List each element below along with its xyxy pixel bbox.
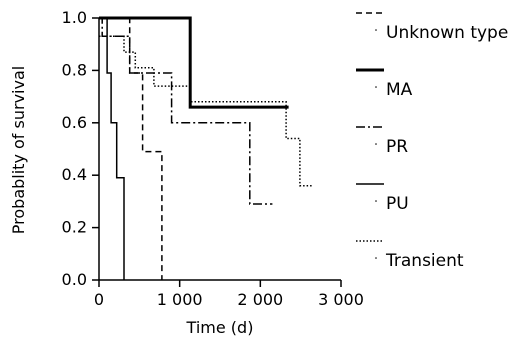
x-tick-label: 0: [94, 290, 104, 309]
series-lines: [99, 16, 314, 280]
x-tick-label: 1 000: [157, 290, 203, 309]
x-tick-label: 3 000: [318, 290, 364, 309]
legend-marker-dot: [375, 143, 377, 145]
ticks: 0.0 0.2 0.4 0.6 0.8 1.0 0 1 000 2 000 3 000: [62, 8, 364, 309]
legend-label-pu: PU: [386, 194, 409, 214]
legend-marker-dot: [375, 29, 377, 31]
legend-label-ma: MA: [386, 80, 413, 100]
series-transient: [99, 35, 314, 187]
legend: Unknown type MA PR PU Transient: [356, 12, 508, 271]
x-axis-title: Time (d): [186, 318, 254, 337]
y-axis-title: Probablity of survival: [9, 66, 28, 234]
legend-marker-dot: [375, 86, 377, 88]
legend-label-unknown-type: Unknown type: [386, 23, 508, 43]
y-tick-label: 0.6: [62, 113, 87, 132]
y-tick-label: 1.0: [62, 8, 87, 27]
legend-label-transient: Transient: [385, 251, 464, 271]
series-pu: [99, 17, 125, 280]
legend-label-pr: PR: [386, 137, 408, 157]
series-pr: [99, 17, 273, 205]
y-tick-label: 0.8: [62, 60, 87, 79]
y-tick-label: 0.0: [62, 270, 87, 289]
y-tick-label: 0.2: [62, 218, 87, 237]
x-tick-label: 2 000: [237, 290, 283, 309]
series-ma: [99, 16, 289, 109]
legend-marker-dot: [375, 200, 377, 202]
y-tick-label: 0.4: [62, 165, 87, 184]
legend-marker-dot: [375, 257, 377, 259]
axes: [98, 18, 341, 281]
